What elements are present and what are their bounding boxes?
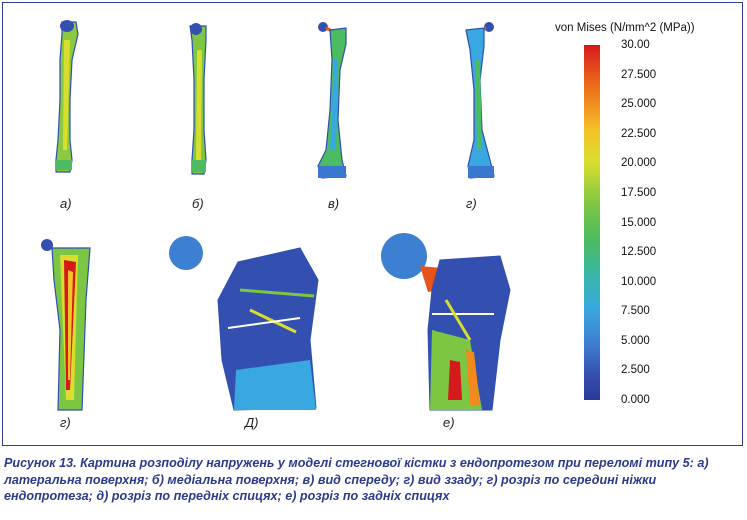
colorbar-tick-label: 0.000 bbox=[621, 394, 650, 406]
sublabel-b: б) bbox=[192, 196, 204, 211]
sublabel-g-section: г) bbox=[60, 415, 71, 430]
bone-section-back-pins bbox=[381, 233, 511, 411]
bone-model-medial bbox=[189, 23, 207, 175]
colorbar-tick-label: 30.00 bbox=[621, 39, 650, 51]
sublabel-g-back: г) bbox=[466, 196, 477, 211]
figure-frame bbox=[2, 2, 743, 446]
bone-model-front bbox=[317, 22, 347, 179]
colorbar-tick-label: 12.500 bbox=[621, 246, 657, 259]
colorbar-tick-label: 2.500 bbox=[621, 364, 650, 377]
figure-caption: Рисунок 13. Картина розподілу напружень … bbox=[4, 456, 709, 503]
colorbar-tick-label: 10.000 bbox=[621, 275, 657, 288]
colorbar-tick-label: 22.500 bbox=[621, 127, 657, 140]
colorbar-tick-label: 25.000 bbox=[621, 98, 657, 111]
sublabel-a: а) bbox=[60, 196, 72, 211]
sublabel-d: Д) bbox=[245, 415, 259, 430]
colorbar-tick-label: 5.000 bbox=[621, 334, 650, 347]
sublabel-v: в) bbox=[328, 196, 340, 211]
bone-model-back bbox=[465, 22, 495, 179]
colorbar-title: von Mises (N/mm^2 (MPa)) bbox=[555, 22, 695, 34]
bone-section-front-pins bbox=[169, 236, 319, 411]
bone-section-stem bbox=[41, 239, 91, 411]
colorbar-tick-label: 15.000 bbox=[621, 216, 657, 229]
bone-model-lateral bbox=[55, 20, 79, 173]
sublabel-e: е) bbox=[443, 415, 455, 430]
colorbar-tick-label: 20.000 bbox=[621, 157, 657, 170]
colorbar-tick-label: 27.500 bbox=[621, 68, 657, 81]
colorbar-tick-label: 17.500 bbox=[621, 186, 657, 199]
colorbar bbox=[584, 45, 600, 400]
colorbar-tick-label: 7.500 bbox=[621, 305, 650, 318]
